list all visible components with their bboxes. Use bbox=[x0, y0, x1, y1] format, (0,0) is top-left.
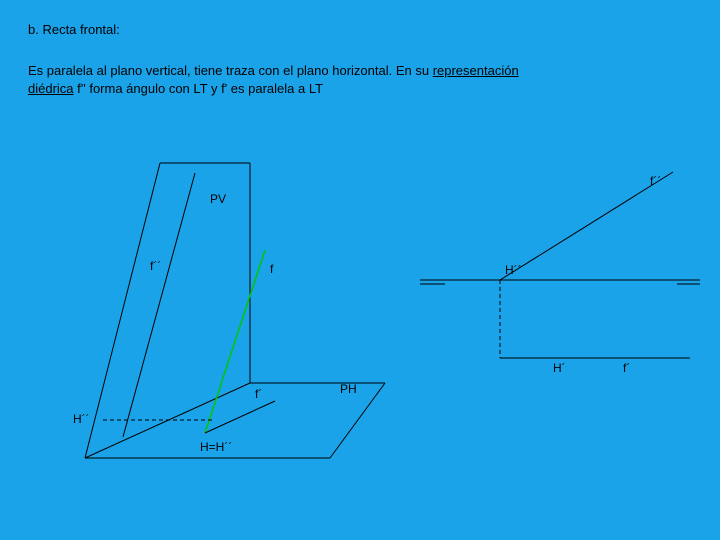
label-f2: f´´ bbox=[150, 259, 161, 273]
label-f2-r: f´´ bbox=[650, 174, 661, 188]
desc-part1: Es paralela al plano vertical, tiene tra… bbox=[28, 63, 433, 78]
label-h2-r: H´´ bbox=[505, 263, 522, 277]
label-f: f bbox=[270, 262, 274, 276]
ph-right-edge bbox=[330, 383, 385, 458]
line-f1 bbox=[205, 401, 275, 433]
desc-part2: f'' forma ángulo con LT y f' es paralela… bbox=[74, 81, 324, 96]
label-h2: H´´ bbox=[73, 412, 90, 426]
pv-left-edge bbox=[85, 163, 160, 458]
desc-underline2: diédrica bbox=[28, 81, 74, 96]
label-hh: H=H´´ bbox=[200, 440, 232, 454]
diagram-3d-main: PV f´´ f f´ PH H´´ H=H´´ bbox=[65, 155, 415, 480]
desc-underline1: representación bbox=[433, 63, 519, 78]
label-f1-r: f´ bbox=[623, 361, 630, 375]
label-ph: PH bbox=[340, 382, 357, 396]
diagram-diedric: f´´ H´´ H´ f´ bbox=[405, 160, 710, 420]
label-h1-r: H´ bbox=[553, 361, 566, 375]
label-pv: PV bbox=[210, 192, 226, 206]
line-f2 bbox=[123, 173, 195, 437]
line-f bbox=[205, 250, 265, 433]
label-f1: f´ bbox=[255, 387, 262, 401]
section-title: b. Recta frontal: bbox=[28, 22, 120, 37]
description-text: Es paralela al plano vertical, tiene tra… bbox=[28, 62, 692, 97]
line-f2-r bbox=[500, 172, 673, 280]
